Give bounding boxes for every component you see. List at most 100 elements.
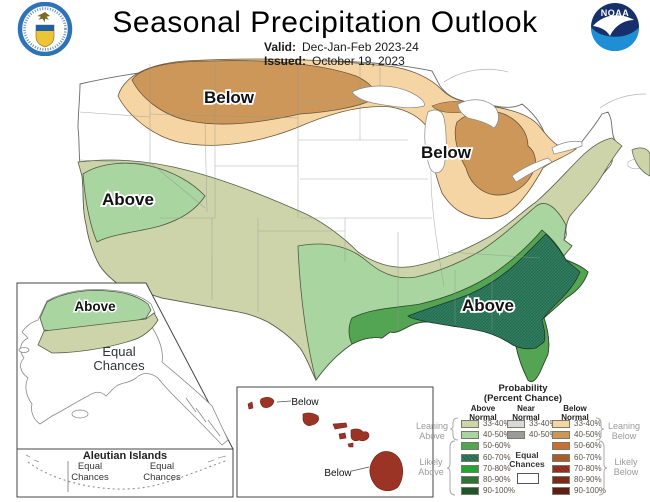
lake-michigan <box>424 109 447 173</box>
legend-title-line2: (Percent Chance) <box>483 393 563 404</box>
legend-header-above-line1: Above <box>470 404 496 413</box>
legend-range: 80-90% <box>574 475 602 484</box>
legend-header-below: Below Normal <box>547 404 603 422</box>
legend-header-near: Near Normal <box>498 404 554 422</box>
label-aleutian-title: Aleutian Islands <box>83 450 167 462</box>
island-niihau <box>247 401 254 410</box>
legend-swatch <box>552 475 570 484</box>
aleutian-inset-frame <box>16 448 234 498</box>
legend-swatch <box>552 486 570 495</box>
noaa-logo: NOAA <box>591 3 639 51</box>
noaa-bird-icon <box>593 15 634 36</box>
legend-row-above-1: 33-40% <box>461 419 511 428</box>
label-alaska-above: Above <box>74 299 116 314</box>
legend-header-near-line1: Near <box>517 404 535 413</box>
label-aleutian-equal-right-line2: Chances <box>143 472 181 483</box>
legend-row-below-2: 40-50% <box>552 430 602 439</box>
legend-swatch <box>461 419 479 428</box>
legend-row-below-4: 60-70% <box>552 453 602 462</box>
legend-swatch <box>552 464 570 473</box>
valid-value: Dec-Jan-Feb 2023-24 <box>302 40 419 54</box>
noaa-logo-text: NOAA <box>601 8 630 18</box>
legend-range: 40-50% <box>574 430 602 439</box>
valid-label: Valid: <box>264 40 297 54</box>
region-alaska-above-33-40 <box>37 312 159 354</box>
legend-group-likely-above: Likely Above <box>411 457 451 477</box>
lake-huron <box>457 99 499 129</box>
legend-row-below-1: 33-40% <box>552 419 602 428</box>
legend-swatch <box>461 486 479 495</box>
hawaii-leader-bottom <box>351 466 370 472</box>
st-lawrence-island <box>18 347 30 353</box>
hawaii-islands <box>247 396 403 492</box>
island-maui <box>350 428 370 442</box>
legend-swatch <box>507 430 525 439</box>
legend-group-leaning-above-line2: Above <box>419 431 445 441</box>
region-above-60-70-texture <box>408 234 580 349</box>
island-molokai <box>332 422 348 430</box>
legend-range: 90-100% <box>483 486 516 495</box>
legend-equal-chances-swatch <box>517 473 539 484</box>
doc-eagle-icon <box>37 12 50 23</box>
legend-group-likely-below: Likely Below <box>606 457 646 477</box>
legend-row-above-6: 80-90% <box>461 475 511 484</box>
legend-range: 50-60% <box>483 441 511 450</box>
legend-group-leaning-below: Leaning Below <box>604 421 644 441</box>
issued-line: Issued: October 19, 2023 <box>264 54 405 68</box>
region-above-33-40-offshore <box>631 147 650 177</box>
legend-row-above-7: 90-100% <box>461 486 515 495</box>
lake-superior <box>351 85 425 109</box>
legend-header-below-line1: Below <box>563 404 587 413</box>
great-lakes <box>351 85 583 183</box>
island-oahu <box>302 412 319 426</box>
label-hawaii-below-bottom: Below <box>324 468 352 479</box>
legend-range: 90-100% <box>574 486 607 495</box>
legend-header-below-line2: Normal <box>561 412 589 422</box>
legend-swatch <box>507 419 525 428</box>
legend-title-line1: Probability <box>498 383 548 394</box>
legend-range: 33-40% <box>529 419 557 428</box>
label-great-lakes-below: Below <box>421 143 472 162</box>
issued-label: Issued: <box>264 54 307 68</box>
label-aleutian-equal-right-line1: Equal <box>150 461 174 472</box>
legend-group-likely-above-line2: Above <box>418 467 444 477</box>
legend-title: Probability (Percent Chance) <box>453 384 593 404</box>
brace-likely-below <box>598 440 608 496</box>
noaa-wave <box>591 27 639 51</box>
legend-equal-chances: Equal Chances <box>497 451 557 469</box>
legend-row-above-2: 40-50% <box>461 430 511 439</box>
legend-range: 40-50% <box>483 430 511 439</box>
legend-range: 80-90% <box>483 475 511 484</box>
legend-group-likely-below-line2: Below <box>613 467 639 477</box>
legend-swatch <box>552 441 570 450</box>
legend-range: 33-40% <box>483 419 511 428</box>
legend-swatch <box>461 430 479 439</box>
legend-row-above-3: 50-60% <box>461 441 511 450</box>
legend-group-leaning-above-line1: Leaning <box>415 421 449 431</box>
alaska-panhandle-islands <box>185 397 221 437</box>
legend-group-likely-above-line1: Likely <box>419 457 443 467</box>
legend-swatch <box>461 475 479 484</box>
legend-group-leaning-below-line1: Leaning <box>607 421 641 431</box>
label-aleutian-equal-left-line2: Chances <box>71 472 109 483</box>
legend-swatch <box>552 419 570 428</box>
doc-seal <box>17 2 73 56</box>
legend-header-above-line2: Normal <box>469 412 497 422</box>
legend-range: 60-70% <box>574 453 602 462</box>
legend-equal-line2: Chances <box>509 459 545 469</box>
legend-equal-line1: Equal <box>515 450 539 460</box>
legend-group-likely-below-line1: Likely <box>614 457 638 467</box>
legend-row-above-4: 60-70% <box>461 453 511 462</box>
legend-group-leaning-above: Leaning Above <box>412 421 452 441</box>
legend-range: 60-70% <box>483 453 511 462</box>
legend-swatch <box>461 464 479 473</box>
legend-swatch <box>461 453 479 462</box>
legend-row-above-5: 70-80% <box>461 464 511 473</box>
brace-leaning-above <box>449 417 459 441</box>
legend-swatch <box>552 430 570 439</box>
legend-row-below-5: 70-80% <box>552 464 602 473</box>
label-alaska-equal-line2: Chances <box>93 358 145 373</box>
legend-row-below-7: 90-100% <box>552 486 606 495</box>
legend-range: 40-50% <box>529 430 557 439</box>
page-title: Seasonal Precipitation Outlook <box>112 6 538 39</box>
